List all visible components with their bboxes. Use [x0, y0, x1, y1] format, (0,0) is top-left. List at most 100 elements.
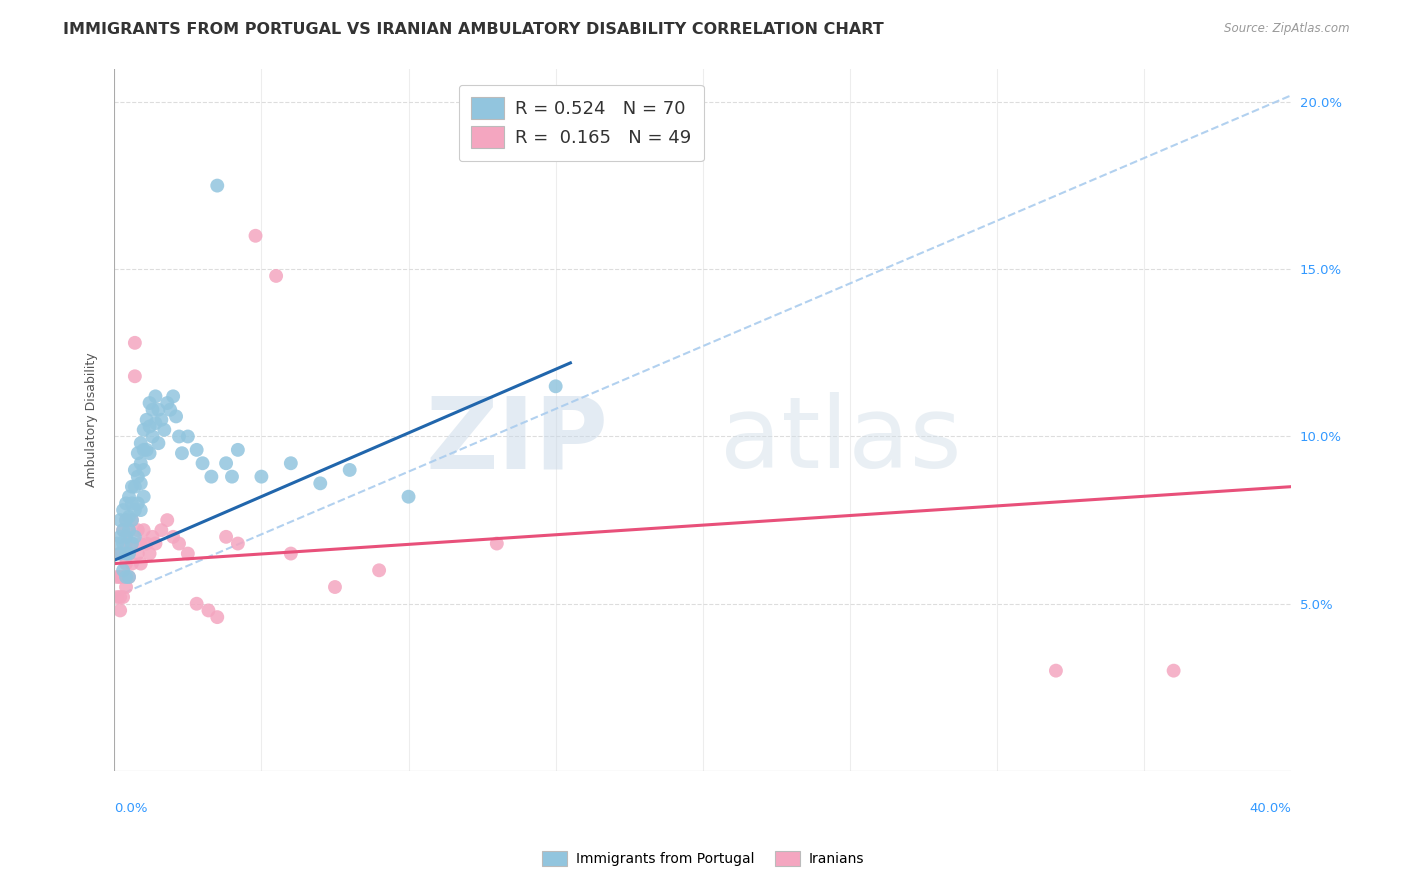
Point: [115, 547, 138, 561]
Point: [108, 570, 131, 584]
Point: [129, 476, 152, 491]
Point: [207, 178, 229, 193]
Point: [112, 536, 135, 550]
Point: [153, 423, 176, 437]
Point: [145, 536, 167, 550]
Point: [118, 547, 141, 561]
Point: [121, 480, 143, 494]
Point: [186, 597, 208, 611]
Point: [105, 590, 128, 604]
Point: [215, 456, 238, 470]
Point: [112, 523, 135, 537]
Point: [121, 513, 143, 527]
Legend: R = 0.524   N = 70, R =  0.165   N = 49: R = 0.524 N = 70, R = 0.165 N = 49: [458, 85, 703, 161]
Point: [115, 557, 138, 571]
Point: [1163, 664, 1185, 678]
Point: [141, 429, 163, 443]
Point: [141, 530, 163, 544]
Point: [280, 456, 302, 470]
Point: [339, 463, 361, 477]
Point: [124, 369, 146, 384]
Point: [112, 570, 135, 584]
Point: [124, 530, 146, 544]
Point: [215, 530, 238, 544]
Point: [177, 429, 200, 443]
Point: [115, 496, 138, 510]
Point: [138, 396, 160, 410]
Point: [132, 442, 155, 457]
Point: [118, 547, 141, 561]
Point: [150, 413, 173, 427]
Point: [150, 523, 173, 537]
Point: [118, 509, 141, 524]
Point: [118, 490, 141, 504]
Text: IMMIGRANTS FROM PORTUGAL VS IRANIAN AMBULATORY DISABILITY CORRELATION CHART: IMMIGRANTS FROM PORTUGAL VS IRANIAN AMBU…: [63, 22, 884, 37]
Point: [162, 389, 184, 403]
Point: [115, 513, 138, 527]
Point: [127, 469, 149, 483]
Point: [148, 436, 170, 450]
Point: [124, 463, 146, 477]
Point: [167, 429, 190, 443]
Point: [138, 419, 160, 434]
Point: [127, 496, 149, 510]
Point: [108, 603, 131, 617]
Point: [112, 523, 135, 537]
Point: [118, 570, 141, 584]
Point: [264, 268, 287, 283]
Point: [129, 503, 152, 517]
Point: [115, 580, 138, 594]
Point: [108, 530, 131, 544]
Point: [221, 469, 243, 483]
Point: [1045, 664, 1067, 678]
Point: [226, 442, 249, 457]
Point: [112, 590, 135, 604]
Point: [129, 536, 152, 550]
Point: [121, 513, 143, 527]
Point: [129, 436, 152, 450]
Text: atlas: atlas: [720, 392, 962, 490]
Point: [398, 490, 420, 504]
Point: [280, 547, 302, 561]
Point: [132, 463, 155, 477]
Point: [108, 547, 131, 561]
Point: [105, 536, 128, 550]
Point: [141, 402, 163, 417]
Point: [127, 523, 149, 537]
Text: 40.0%: 40.0%: [1250, 802, 1291, 814]
Point: [124, 335, 146, 350]
Point: [156, 396, 179, 410]
Legend: Immigrants from Portugal, Iranians: Immigrants from Portugal, Iranians: [537, 846, 869, 871]
Point: [115, 536, 138, 550]
Text: Source: ZipAtlas.com: Source: ZipAtlas.com: [1225, 22, 1350, 36]
Point: [138, 547, 160, 561]
Point: [105, 570, 128, 584]
Point: [138, 446, 160, 460]
Point: [485, 536, 508, 550]
Point: [132, 523, 155, 537]
Point: [135, 442, 157, 457]
Point: [112, 563, 135, 577]
Point: [145, 389, 167, 403]
Point: [132, 423, 155, 437]
Point: [323, 580, 346, 594]
Text: 0.0%: 0.0%: [114, 802, 148, 814]
Point: [108, 590, 131, 604]
Point: [112, 547, 135, 561]
Text: ZIP: ZIP: [426, 392, 609, 490]
Point: [191, 456, 214, 470]
Point: [127, 547, 149, 561]
Point: [118, 523, 141, 537]
Point: [159, 402, 181, 417]
Point: [309, 476, 332, 491]
Point: [121, 536, 143, 550]
Point: [121, 496, 143, 510]
Point: [207, 610, 229, 624]
Point: [165, 409, 187, 424]
Point: [544, 379, 567, 393]
Point: [108, 547, 131, 561]
Point: [148, 402, 170, 417]
Point: [121, 536, 143, 550]
Point: [127, 446, 149, 460]
Point: [156, 513, 179, 527]
